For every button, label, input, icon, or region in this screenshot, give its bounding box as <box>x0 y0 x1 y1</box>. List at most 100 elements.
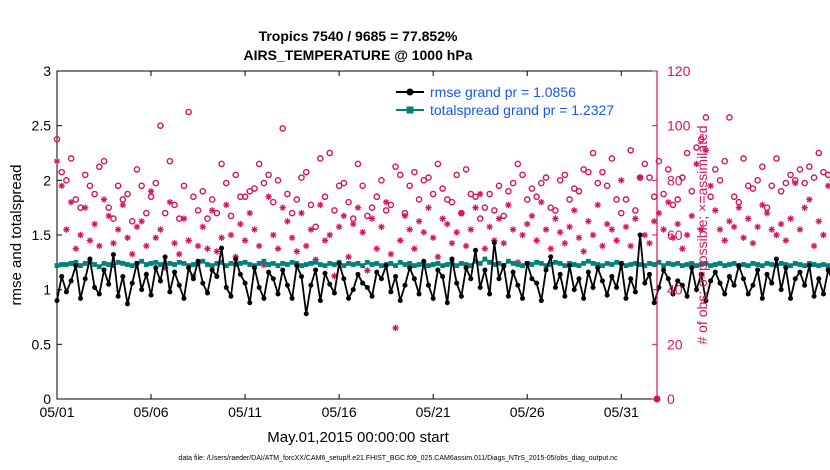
spread-point <box>280 261 286 266</box>
obs-possible-marker <box>105 204 113 211</box>
obs-assimilated-marker <box>58 182 65 189</box>
obs-possible-marker <box>293 196 301 203</box>
obs-assimilated-marker <box>495 215 503 222</box>
obs-possible-marker <box>429 190 437 198</box>
rmse-point <box>383 263 389 269</box>
obs-assimilated-marker <box>524 220 531 228</box>
obs-possible-marker <box>782 179 790 187</box>
obs-assimilated-marker <box>218 234 225 241</box>
rmse-point <box>802 282 808 288</box>
obs-markers <box>53 108 830 332</box>
rmse-point <box>303 311 309 317</box>
obs-assimilated-marker <box>114 226 122 233</box>
rmse-point <box>717 280 723 286</box>
obs-assimilated-marker <box>505 201 512 209</box>
spread-point <box>327 261 333 266</box>
obs-possible-marker <box>415 196 423 203</box>
obs-assimilated-marker <box>660 226 667 233</box>
spread-point <box>585 258 591 264</box>
obs-possible-marker <box>796 166 804 173</box>
obs-possible-marker <box>641 160 649 168</box>
y-left-tick-label: 1.5 <box>32 227 52 243</box>
rmse-point <box>73 263 79 269</box>
rmse-point <box>693 287 699 293</box>
rmse-point <box>684 293 690 299</box>
obs-possible-marker <box>538 179 545 187</box>
rmse-point <box>162 254 168 260</box>
obs-assimilated-marker <box>133 223 141 230</box>
rmse-point <box>590 284 596 290</box>
obs-assimilated-marker <box>467 226 474 233</box>
rmse-point <box>341 276 347 282</box>
obs-assimilated-marker <box>693 160 700 168</box>
spread-point <box>463 262 469 267</box>
obs-assimilated-marker <box>373 245 380 252</box>
rmse-point <box>581 295 587 301</box>
legend-rmse-label: rmse grand pr = 1.0856 <box>430 84 576 100</box>
obs-possible-marker <box>707 193 714 201</box>
obs-assimilated-marker <box>382 199 390 206</box>
rmse-point <box>204 290 210 296</box>
spread-point <box>675 261 681 266</box>
obs-possible-marker <box>86 182 94 190</box>
spread-point <box>223 263 229 269</box>
obs-possible-marker <box>185 108 192 116</box>
rmse-point <box>407 265 413 271</box>
obs-assimilated-marker <box>815 218 822 225</box>
obs-assimilated-marker <box>63 226 70 233</box>
y-right-tick-label: 120 <box>667 63 691 79</box>
rmse-point <box>96 291 102 297</box>
obs-assimilated-marker <box>434 253 442 261</box>
rmse-point <box>120 274 126 280</box>
obs-assimilated-marker <box>401 212 409 220</box>
obs-assimilated-marker <box>237 220 244 228</box>
obs-possible-marker <box>481 204 489 211</box>
spread-point <box>285 262 290 267</box>
obs-possible-marker <box>523 196 531 203</box>
spread-point <box>482 256 488 262</box>
rmse-point <box>129 280 135 286</box>
obs-possible-marker <box>152 179 160 187</box>
x-tick-label: 05/31 <box>604 404 639 420</box>
obs-possible-marker <box>683 149 691 157</box>
obs-possible-marker <box>232 171 239 179</box>
spread-point <box>346 261 351 266</box>
spread-point <box>308 261 314 266</box>
obs-assimilated-marker <box>279 204 286 211</box>
rmse-point <box>87 256 93 262</box>
obs-possible-marker <box>608 155 616 162</box>
obs-assimilated-marker <box>542 226 550 233</box>
obs-assimilated-marker <box>754 223 761 230</box>
spread-point <box>317 262 323 267</box>
obs-assimilated-marker <box>646 240 653 247</box>
y-left-tick-label: 0 <box>43 391 51 407</box>
obs-possible-marker <box>589 149 597 157</box>
rmse-point <box>529 276 535 282</box>
obs-assimilated-marker <box>199 223 206 230</box>
spread-point <box>355 261 361 266</box>
obs-possible-marker <box>114 182 122 190</box>
spread-point <box>54 263 60 269</box>
obs-possible-marker <box>674 196 681 203</box>
obs-possible-marker <box>556 177 564 184</box>
obs-possible-marker <box>81 171 89 179</box>
spread-point <box>454 263 460 269</box>
spread-point <box>534 259 540 265</box>
obs-possible-marker <box>425 174 432 181</box>
obs-possible-marker <box>354 160 362 168</box>
rmse-point <box>811 293 817 299</box>
rmse-point <box>646 271 652 277</box>
rmse-point <box>712 269 718 275</box>
spread-point <box>242 259 248 265</box>
obs-assimilated-marker <box>796 226 804 233</box>
obs-assimilated-marker <box>622 223 630 230</box>
obs-possible-marker <box>801 179 808 187</box>
spread-point <box>416 262 422 267</box>
rmse-point <box>68 278 74 284</box>
spread-point <box>708 263 714 269</box>
spread-point <box>562 263 568 269</box>
spread-point <box>111 263 116 269</box>
rmse-point <box>125 301 131 307</box>
y-right-tick-label: 40 <box>667 282 683 298</box>
